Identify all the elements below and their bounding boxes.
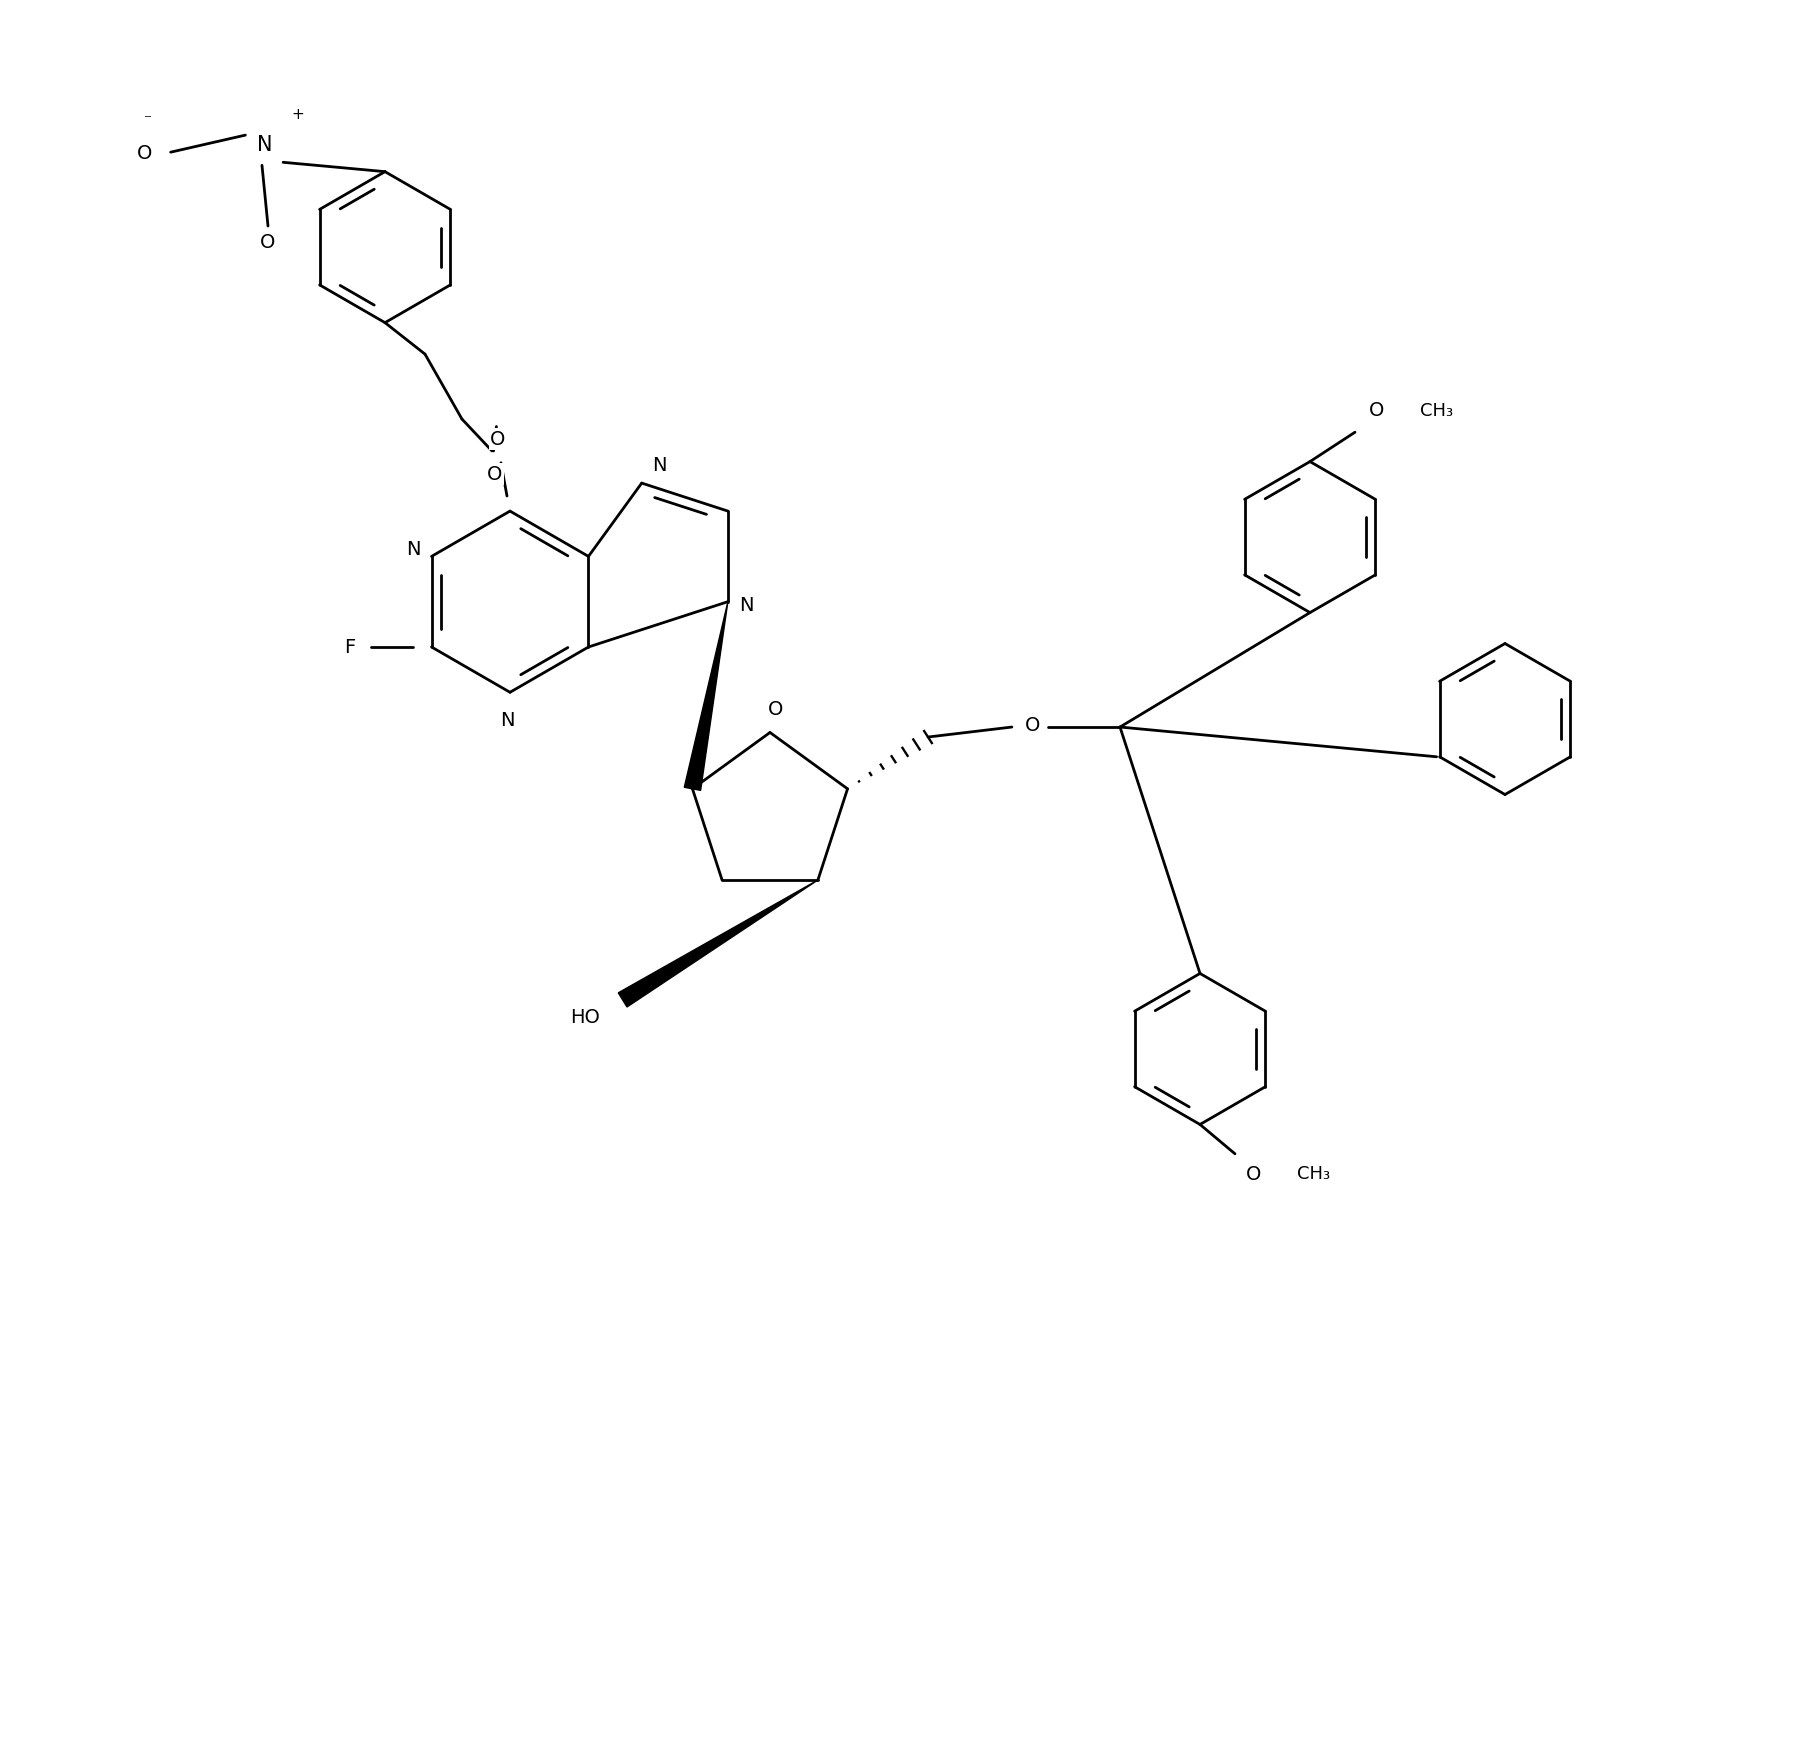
- Text: N: N: [406, 540, 420, 559]
- Text: O: O: [1368, 400, 1384, 420]
- Text: HO: HO: [571, 1007, 600, 1026]
- Text: O: O: [768, 699, 785, 718]
- Text: N: N: [652, 456, 667, 475]
- Text: N: N: [500, 710, 515, 729]
- Text: O: O: [138, 143, 152, 163]
- Polygon shape: [685, 603, 728, 790]
- Text: O: O: [487, 465, 502, 484]
- Text: CH₃: CH₃: [1421, 402, 1453, 420]
- Text: F: F: [344, 638, 355, 657]
- Text: ⁻: ⁻: [143, 112, 152, 128]
- Text: O: O: [261, 232, 275, 252]
- Text: O: O: [491, 430, 506, 449]
- Text: O: O: [1026, 715, 1040, 734]
- Text: N: N: [739, 596, 754, 615]
- Polygon shape: [618, 881, 817, 1007]
- Text: O: O: [1245, 1164, 1261, 1183]
- Text: +: +: [292, 107, 304, 122]
- Text: N: N: [257, 135, 274, 156]
- Text: CH₃: CH₃: [1297, 1164, 1330, 1183]
